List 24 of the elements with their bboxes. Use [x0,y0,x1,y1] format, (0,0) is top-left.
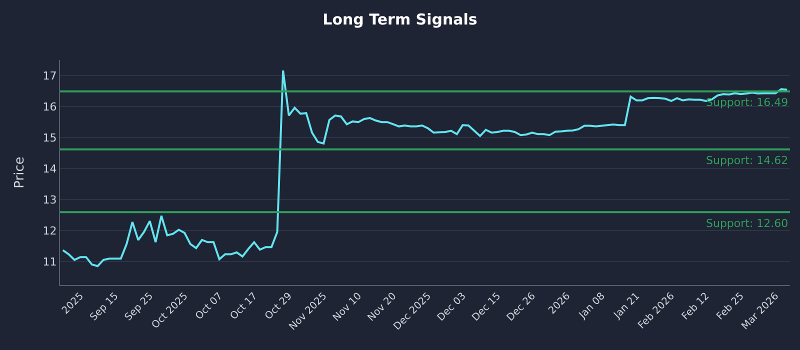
y-axis-title: Price [12,156,28,188]
x-tick-label: Oct 07 [194,290,225,322]
x-tick-label: Oct 17 [228,290,260,322]
x-tick-label: Jan 21 [611,290,642,322]
y-tick-label: 14 [42,162,57,176]
ref-line-label: Support: 16.49 [706,96,788,109]
x-tick-label: Dec 15 [470,290,504,324]
y-tick-label: 17 [42,69,57,82]
ref-line-label: Support: 14.62 [706,154,788,167]
ref-line-label: Support: 12.60 [706,217,788,230]
x-tick-label: Oct 29 [263,290,295,322]
x-tick-label: Jan 08 [576,290,608,322]
x-tick-label: Feb 12 [680,290,712,322]
y-tick-label: 13 [42,194,57,207]
y-tick-label: 15 [42,131,57,144]
y-tick-label: 16 [42,100,57,114]
x-tick-label: Dec 26 [505,290,538,324]
x-tick-label: Nov 10 [331,290,364,324]
line-series [62,70,788,268]
y-tick-label: 12 [42,224,57,238]
x-tick-label: Sep 15 [88,290,121,324]
chart-title: Long Term Signals [322,10,478,28]
x-tick-label: Dec 03 [436,290,468,324]
y-tick-label: 11 [42,256,57,269]
